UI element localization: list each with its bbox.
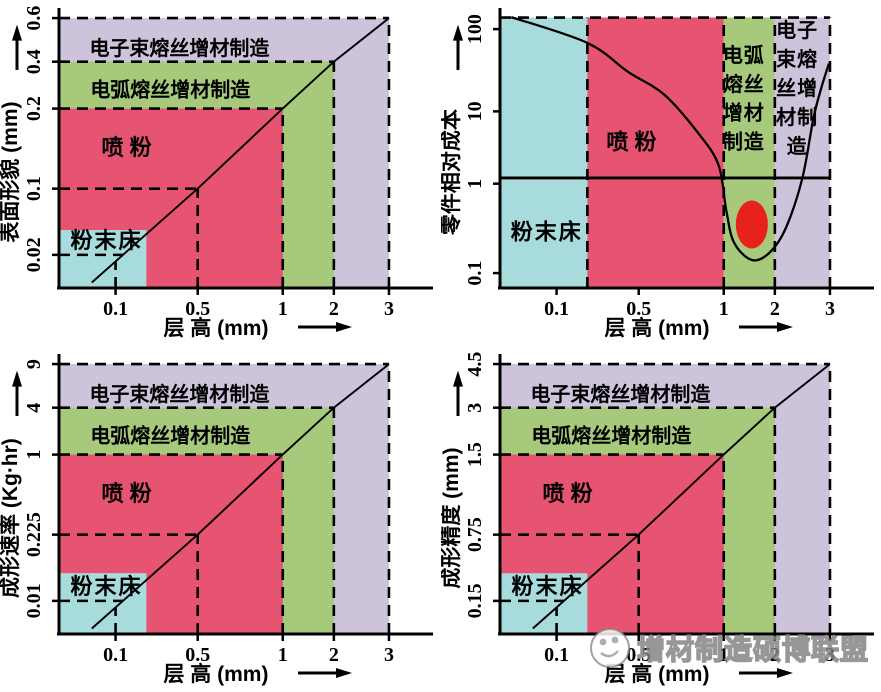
diagonal-line (91, 17, 390, 284)
x-tick-label: 1 (278, 644, 288, 666)
x-axis-arrow-head (336, 668, 352, 678)
x-tick-label: 0.5 (626, 644, 651, 666)
label-ebeam_wire-line: 材制 (776, 106, 818, 129)
y-axis-arrow-head (12, 370, 22, 387)
label-ebeam_wire: 电子束熔丝增材制造 (530, 382, 711, 406)
x-tick-label: 3 (384, 298, 394, 320)
y-tick-label: 4 (23, 403, 45, 413)
y-tick-label: 0.225 (23, 512, 45, 557)
region-powder_bed (59, 230, 147, 288)
y-tick-label: 0.75 (464, 517, 486, 552)
band-blown_powder (587, 17, 724, 289)
x-axis-arrow-head (336, 322, 352, 332)
label-wire_arc-line: 增材 (723, 101, 765, 125)
label-blown_powder: 喷 粉 (101, 135, 151, 160)
watermark: 增材制造硕博联盟 (588, 626, 869, 670)
x-axis-label: 层 高 (mm) (604, 316, 709, 340)
diagonal-line (91, 363, 390, 630)
y-tick-label: 0.1 (23, 176, 45, 201)
x-tick-label: 3 (825, 644, 835, 666)
y-axis-arrow-head (453, 24, 463, 41)
y-tick-label: 1 (464, 179, 486, 189)
x-axis-arrow-head (777, 322, 793, 332)
x-tick-label: 1 (719, 298, 729, 320)
x-tick-label: 2 (770, 644, 780, 666)
watermark-text: 增材制造硕博联盟 (636, 633, 870, 666)
label-powder_bed: 粉末床 (70, 228, 142, 253)
chart-panel-relative-cost: 粉末床 喷 粉 电弧熔丝增材制造 电子束熔丝增材制造 0.1 0.5 1 2 3 0.1 1 10 10… (441, 8, 874, 340)
y-tick-label: 0.02 (23, 237, 45, 272)
label-wire_arc-line: 熔丝 (723, 72, 765, 96)
y-axis-label: 成形速率 (Kg·hr) (0, 438, 22, 598)
x-tick-label: 3 (384, 644, 394, 666)
cost-curve (510, 16, 830, 262)
x-axis-label: 层 高 (mm) (604, 662, 709, 686)
label-wire_arc: 电弧熔丝增材制造 (531, 423, 692, 447)
x-tick-label: 2 (329, 644, 339, 666)
x-axis-arrow-head (777, 668, 793, 678)
x-tick-label: 0.5 (626, 298, 651, 320)
label-wire_arc-line: 制造 (723, 130, 765, 154)
y-axis-arrow-head (453, 370, 463, 387)
region-powder_bed (59, 573, 147, 634)
y-tick-label: 9 (23, 359, 45, 369)
x-tick-label: 0.1 (544, 644, 569, 666)
label-blown_powder: 喷 粉 (542, 481, 592, 506)
y-tick-label: 0.1 (464, 261, 486, 286)
y-tick-label: 1.5 (464, 442, 486, 467)
y-axis-label: 零件相对成本 (441, 109, 463, 236)
x-axis-label: 层 高 (mm) (163, 662, 268, 686)
label-wire_arc: 电弧熔丝增材制造 (90, 77, 251, 101)
y-tick-label: 10 (464, 101, 486, 121)
label-blown_powder: 喷 粉 (101, 481, 151, 506)
label-blown_powder: 喷 粉 (606, 130, 656, 155)
label-wire_arc-line: 电弧 (723, 43, 765, 67)
y-tick-label: 0.15 (464, 583, 486, 618)
x-tick-label: 0.1 (103, 644, 128, 666)
y-tick-label: 0.6 (23, 6, 45, 31)
x-tick-label: 0.1 (544, 298, 569, 320)
label-ebeam_wire-line: 造 (787, 134, 808, 158)
label-ebeam_wire: 电子束熔丝增材制造 (89, 382, 270, 406)
watermark-logo-icon (590, 628, 630, 668)
region-powder_bed (500, 573, 588, 634)
label-ebeam_wire: 电子束熔丝增材制造 (89, 36, 270, 60)
diagonal-line (532, 363, 831, 630)
x-tick-label: 0.5 (185, 298, 210, 320)
label-wire_arc: 电弧熔丝增材制造 (90, 423, 251, 447)
x-tick-label: 2 (770, 298, 780, 320)
y-tick-label: 0.01 (23, 583, 45, 618)
label-powder_bed: 粉末床 (70, 574, 142, 599)
x-axis-label: 层 高 (mm) (163, 316, 268, 340)
y-tick-label: 100 (464, 14, 486, 44)
y-axis-label: 表面形貌 (mm) (0, 102, 22, 243)
y-tick-label: 4.5 (464, 352, 486, 377)
x-tick-label: 0.5 (185, 644, 210, 666)
band-ebeam_wire (774, 17, 830, 289)
x-tick-label: 1 (278, 298, 288, 320)
label-ebeam_wire-line: 电子 (776, 19, 818, 42)
label-powder_bed: 粉末床 (511, 219, 583, 244)
x-tick-label: 2 (329, 298, 339, 320)
band-powder_bed (500, 17, 588, 289)
x-tick-label: 0.1 (103, 298, 128, 320)
label-powder_bed: 粉末床 (511, 574, 583, 599)
y-axis-label: 成形精度 (mm) (441, 448, 463, 589)
y-tick-label: 1 (23, 450, 45, 460)
y-tick-label: 3 (464, 403, 486, 413)
optimal-zone-marker (735, 200, 768, 249)
x-tick-label: 3 (825, 298, 835, 320)
label-ebeam_wire-line: 丝增 (776, 76, 818, 100)
y-tick-label: 0.2 (23, 96, 45, 121)
label-ebeam_wire-line: 束熔 (776, 47, 818, 71)
x-tick-label: 1 (719, 644, 729, 666)
y-axis-arrow-head (12, 24, 22, 41)
y-tick-label: 0.4 (23, 49, 45, 74)
